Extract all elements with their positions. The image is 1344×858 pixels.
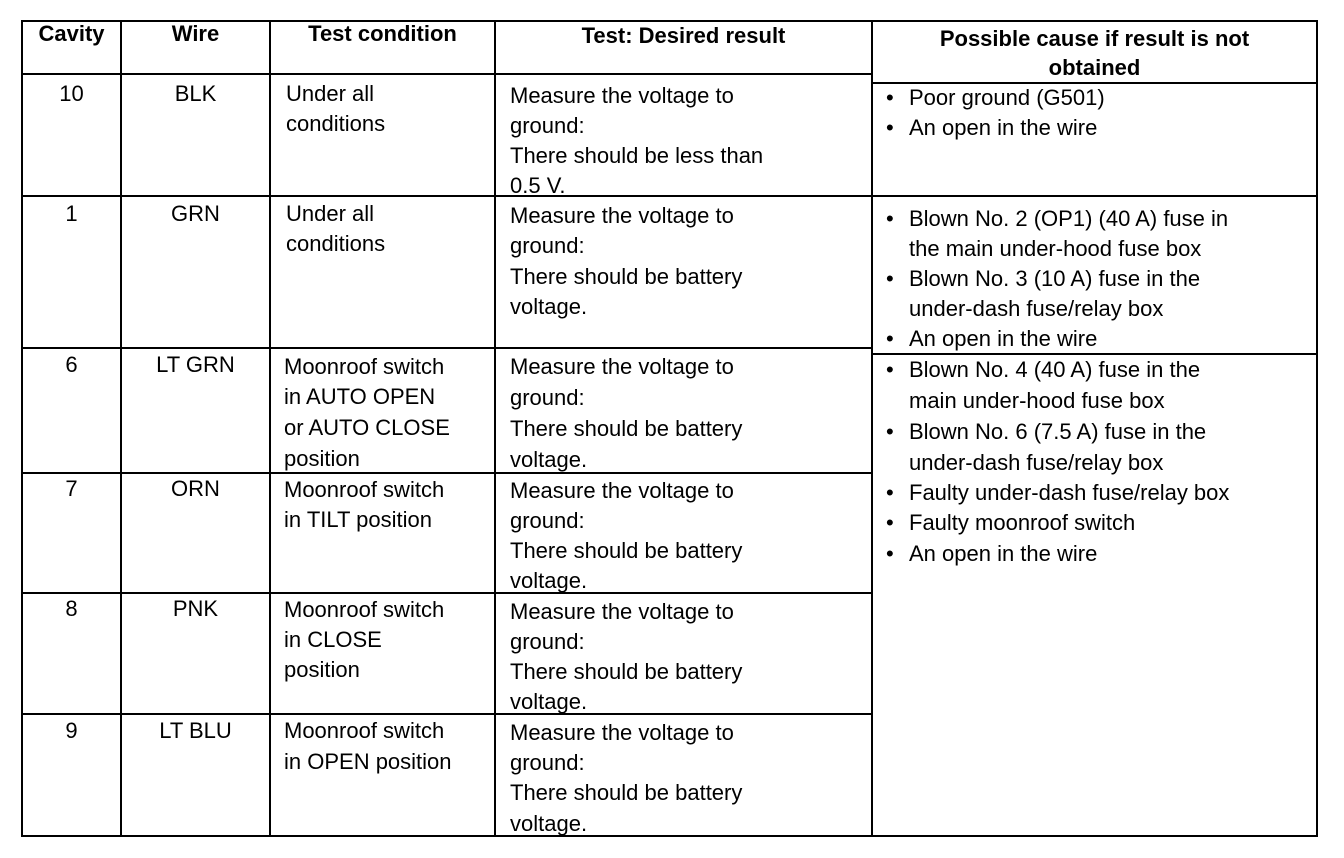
- bullet-icon: •: [886, 266, 894, 291]
- condition-line: Moonroof switch: [284, 718, 445, 743]
- condition-line: in AUTO OPEN: [284, 384, 436, 409]
- cause-text-continued: the main under-hood fuse box: [909, 236, 1202, 261]
- cavity-cell: 7: [65, 476, 78, 501]
- result-line: voltage.: [510, 294, 588, 319]
- bullet-icon: •: [886, 85, 894, 110]
- result-line: There should be battery: [510, 659, 743, 684]
- bullet-icon: •: [886, 115, 894, 140]
- cause-text: An open in the wire: [909, 115, 1098, 140]
- bullet-icon: •: [886, 357, 894, 382]
- condition-line: conditions: [286, 111, 386, 136]
- bullet-icon: •: [886, 480, 894, 505]
- result-line: There should be battery: [510, 416, 743, 441]
- table-right-border: [1316, 20, 1318, 837]
- condition-line: position: [284, 657, 360, 682]
- condition-line: Moonroof switch: [284, 354, 445, 379]
- result-line: Measure the voltage to: [510, 599, 734, 624]
- header-rule-right: [871, 82, 1318, 84]
- cause-text: An open in the wire: [909, 541, 1098, 566]
- bullet-icon: •: [886, 510, 894, 535]
- condition-line: in TILT position: [284, 507, 432, 532]
- header-rule-left: [21, 73, 873, 75]
- result-line: ground:: [510, 233, 585, 258]
- result-line: ground:: [510, 508, 585, 533]
- condition-line: in CLOSE: [284, 627, 382, 652]
- cause-text-continued: under-dash fuse/relay box: [909, 450, 1164, 475]
- header-desired-result: Test: Desired result: [581, 23, 786, 48]
- header-cavity: Cavity: [38, 21, 105, 46]
- result-line: 0.5 V.: [510, 173, 566, 198]
- condition-line: Moonroof switch: [284, 597, 445, 622]
- result-line: Measure the voltage to: [510, 203, 734, 228]
- result-line: Measure the voltage to: [510, 478, 734, 503]
- row-rule-10-1: [21, 195, 1318, 197]
- result-line: ground:: [510, 385, 585, 410]
- result-line: voltage.: [510, 689, 588, 714]
- condition-line: Under all: [286, 201, 375, 226]
- col-rule-result-cause: [871, 20, 873, 837]
- result-line: There should be battery: [510, 264, 743, 289]
- wire-cell: PNK: [172, 596, 219, 621]
- result-line: ground:: [510, 629, 585, 654]
- row-rule-7-8: [21, 592, 873, 594]
- cause-text: Faulty moonroof switch: [909, 510, 1136, 535]
- wire-cell: BLK: [174, 81, 217, 106]
- bullet-icon: •: [886, 419, 894, 444]
- condition-line: Moonroof switch: [284, 477, 445, 502]
- header-possible-cause-line1: Possible cause if result is not: [939, 26, 1250, 51]
- cause-text-continued: under-dash fuse/relay box: [909, 296, 1164, 321]
- result-line: Measure the voltage to: [510, 720, 734, 745]
- condition-line: in OPEN position: [284, 749, 452, 774]
- condition-line: Under all: [286, 81, 375, 106]
- cavity-cell: 8: [65, 596, 78, 621]
- col-rule-cavity-wire: [120, 20, 122, 837]
- header-possible-cause-line2: obtained: [1048, 55, 1141, 80]
- result-line: Measure the voltage to: [510, 83, 734, 108]
- result-line: There should be battery: [510, 538, 743, 563]
- wire-cell: LT GRN: [156, 352, 235, 377]
- cause-text: Blown No. 2 (OP1) (40 A) fuse in: [909, 206, 1229, 231]
- row-rule-8-9: [21, 713, 873, 715]
- cavity-cell: 10: [59, 81, 84, 106]
- row-rule-1-6-right: [871, 353, 1318, 355]
- cavity-cell: 6: [65, 352, 78, 377]
- table-bottom-border: [21, 835, 1318, 837]
- cause-text: Poor ground (G501): [909, 85, 1105, 110]
- cause-text: Blown No. 3 (10 A) fuse in the: [909, 266, 1201, 291]
- wire-cell: LT BLU: [159, 718, 232, 743]
- row-rule-6-7: [21, 472, 873, 474]
- cavity-cell: 1: [65, 201, 78, 226]
- cause-text: An open in the wire: [909, 326, 1098, 351]
- result-line: voltage.: [510, 568, 588, 593]
- header-test-condition: Test condition: [308, 21, 457, 46]
- row-rule-1-6-left: [21, 347, 873, 349]
- result-line: voltage.: [510, 811, 588, 836]
- cause-text: Blown No. 6 (7.5 A) fuse in the: [909, 419, 1207, 444]
- result-line: There should be less than: [510, 143, 764, 168]
- result-line: voltage.: [510, 447, 588, 472]
- condition-line: or AUTO CLOSE: [284, 415, 450, 440]
- condition-line: conditions: [286, 231, 386, 256]
- header-wire: Wire: [171, 21, 220, 46]
- bullet-icon: •: [886, 206, 894, 231]
- cause-text: Faulty under-dash fuse/relay box: [909, 480, 1230, 505]
- result-line: ground:: [510, 113, 585, 138]
- cause-text: Blown No. 4 (40 A) fuse in the: [909, 357, 1201, 382]
- result-line: Measure the voltage to: [510, 354, 734, 379]
- condition-line: position: [284, 446, 360, 471]
- table-left-border: [21, 20, 23, 837]
- result-line: There should be battery: [510, 780, 743, 805]
- bullet-icon: •: [886, 541, 894, 566]
- wire-cell: ORN: [171, 476, 220, 501]
- bullet-icon: •: [886, 326, 894, 351]
- cavity-cell: 9: [65, 718, 78, 743]
- result-line: ground:: [510, 750, 585, 775]
- wire-cell: GRN: [171, 201, 220, 226]
- table-top-border: [21, 20, 1318, 22]
- col-rule-wire-condition: [269, 20, 271, 837]
- col-rule-condition-result: [494, 20, 496, 837]
- cause-text-continued: main under-hood fuse box: [909, 388, 1165, 413]
